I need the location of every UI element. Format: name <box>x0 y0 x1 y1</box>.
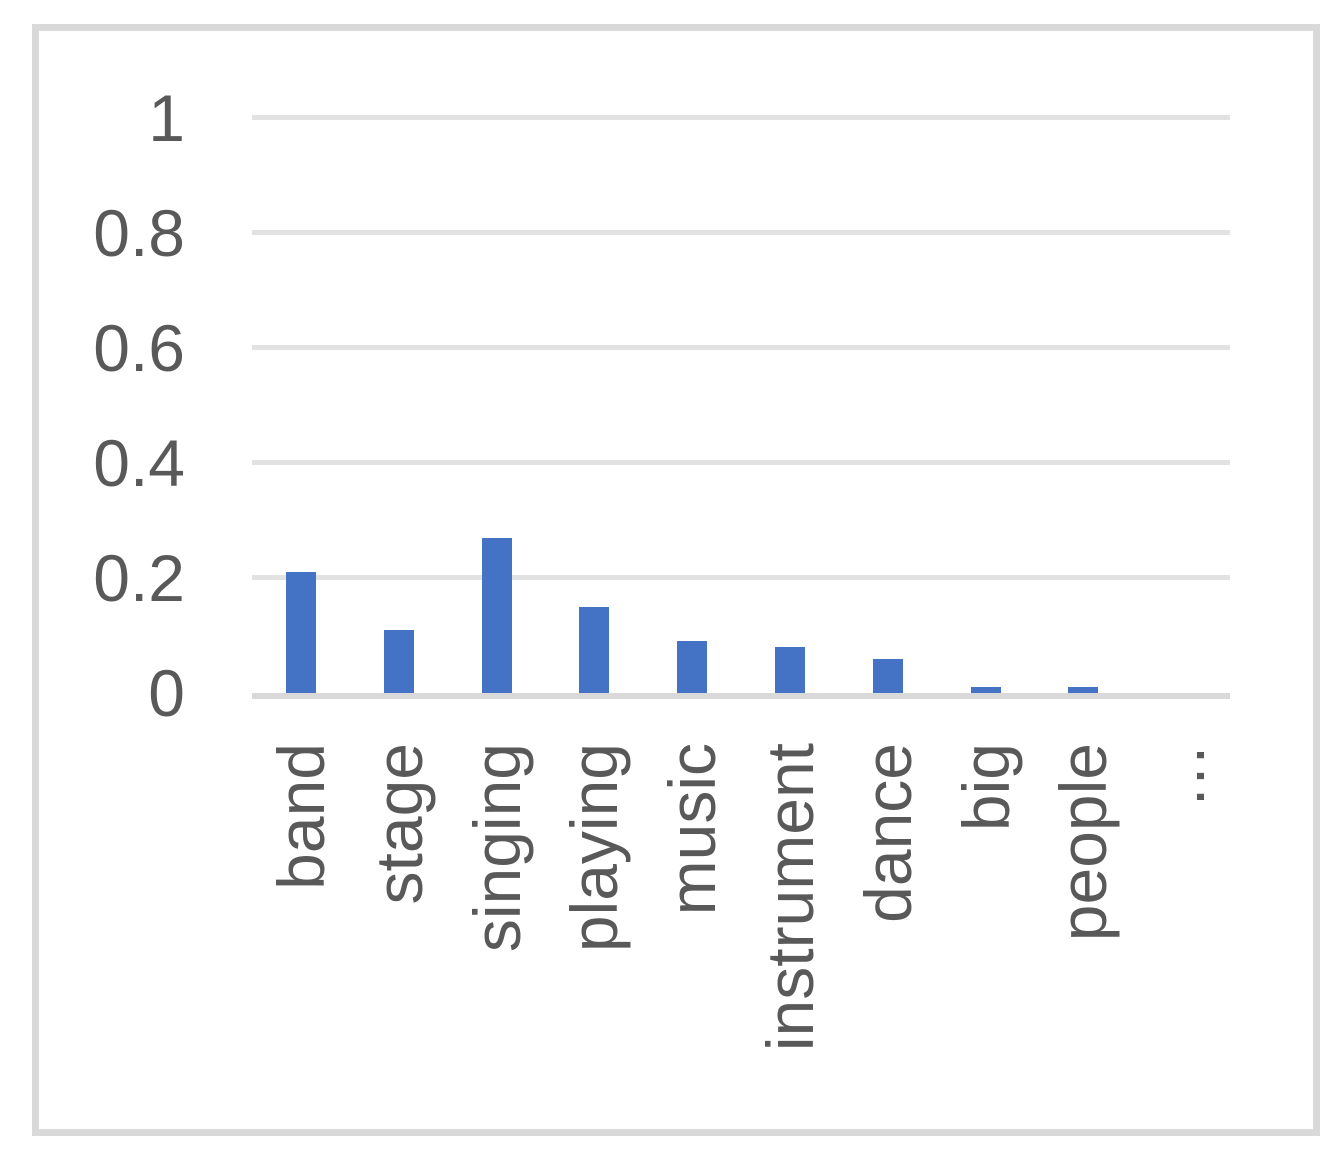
bar-stage <box>383 629 414 693</box>
bar-instrument <box>774 647 805 693</box>
bar-singing <box>481 537 512 693</box>
x-tick-label-text: instrument <box>752 743 827 1052</box>
y-tick-label: 0.4 <box>93 426 185 500</box>
x-tick-label-text: big <box>948 743 1023 832</box>
gridline <box>252 575 1230 580</box>
y-tick-label: 1 <box>148 81 185 155</box>
gridline <box>252 460 1230 465</box>
gridline <box>252 230 1230 235</box>
x-tick-label-text: stage <box>361 743 436 905</box>
x-tick-label-text: dance <box>850 743 925 923</box>
y-tick-label: 0.8 <box>93 196 185 270</box>
bar-playing <box>579 606 610 693</box>
gridline <box>252 345 1230 350</box>
x-tick-label-text: playing <box>557 743 632 953</box>
gridline <box>252 115 1230 120</box>
bar-dance <box>872 658 903 693</box>
y-tick-label: 0.2 <box>93 541 185 615</box>
bar-big <box>970 687 1001 693</box>
x-tick-label-big: big <box>949 743 1041 831</box>
plot-area <box>252 115 1230 693</box>
chart-frame <box>32 24 1320 1136</box>
x-tick-label-ellipsis: … <box>1144 743 1219 809</box>
x-tick-label-text: singing <box>459 743 534 953</box>
x-axis-line <box>252 693 1230 699</box>
x-tick-label-text: music <box>655 743 730 916</box>
y-tick-label: 0.6 <box>93 311 185 385</box>
x-tick-label-text: … <box>1144 743 1219 809</box>
y-tick-label: 0 <box>148 656 185 730</box>
x-tick-label-text: people <box>1046 743 1121 942</box>
x-tick-label-text: band <box>263 743 338 890</box>
bar-music <box>677 641 708 693</box>
bar-people <box>1068 687 1099 693</box>
bar-band <box>285 572 316 693</box>
